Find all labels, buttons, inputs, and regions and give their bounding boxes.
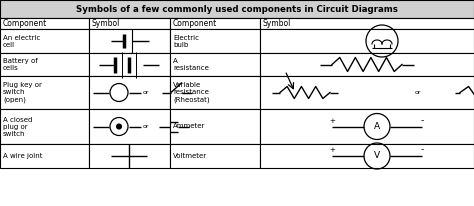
Text: V: V xyxy=(374,151,380,160)
Text: Symbols of a few commonly used components in Circuit Diagrams: Symbols of a few commonly used component… xyxy=(76,5,398,14)
Text: Ammeter: Ammeter xyxy=(173,124,205,130)
Bar xyxy=(89,29,170,53)
Bar xyxy=(260,18,474,29)
Bar xyxy=(260,76,474,109)
Text: Voltmeter: Voltmeter xyxy=(173,153,207,159)
Bar xyxy=(0,29,89,53)
Bar xyxy=(89,76,170,109)
Text: Plug key or
switch
(open): Plug key or switch (open) xyxy=(3,82,42,103)
Text: Battery of
cells: Battery of cells xyxy=(3,58,38,71)
Text: A: A xyxy=(374,122,380,131)
Bar xyxy=(260,109,474,144)
Text: -: - xyxy=(420,116,424,125)
Text: Variable
resistance
(Rheostat): Variable resistance (Rheostat) xyxy=(173,82,210,103)
Text: Component: Component xyxy=(3,19,47,28)
Bar xyxy=(0,0,474,18)
Text: Component: Component xyxy=(173,19,217,28)
Text: -: - xyxy=(420,145,424,154)
Text: +: + xyxy=(329,147,335,153)
Circle shape xyxy=(117,124,121,129)
Bar xyxy=(170,109,260,144)
Bar xyxy=(260,29,474,53)
Bar xyxy=(89,109,170,144)
Bar xyxy=(0,144,89,168)
Text: An electric
cell: An electric cell xyxy=(3,34,40,48)
Bar xyxy=(0,109,89,144)
Text: or: or xyxy=(415,90,421,95)
Text: A wire joint: A wire joint xyxy=(3,153,43,159)
Text: Electric
bulb: Electric bulb xyxy=(173,34,199,48)
Bar xyxy=(0,76,89,109)
Text: Symbol: Symbol xyxy=(92,19,120,28)
Text: or: or xyxy=(143,124,149,129)
Text: A closed
plug or
switch: A closed plug or switch xyxy=(3,117,32,137)
Bar xyxy=(89,53,170,76)
Bar xyxy=(260,53,474,76)
Bar xyxy=(0,18,89,29)
Bar xyxy=(170,53,260,76)
Bar xyxy=(89,18,170,29)
Bar xyxy=(170,144,260,168)
Text: A
resistance: A resistance xyxy=(173,58,209,71)
Text: Symbol: Symbol xyxy=(263,19,292,28)
Text: +: + xyxy=(329,117,335,124)
Bar xyxy=(0,53,89,76)
Bar xyxy=(170,76,260,109)
Bar xyxy=(170,29,260,53)
Bar xyxy=(170,18,260,29)
Bar xyxy=(260,144,474,168)
Bar xyxy=(89,144,170,168)
Text: or: or xyxy=(143,90,149,95)
